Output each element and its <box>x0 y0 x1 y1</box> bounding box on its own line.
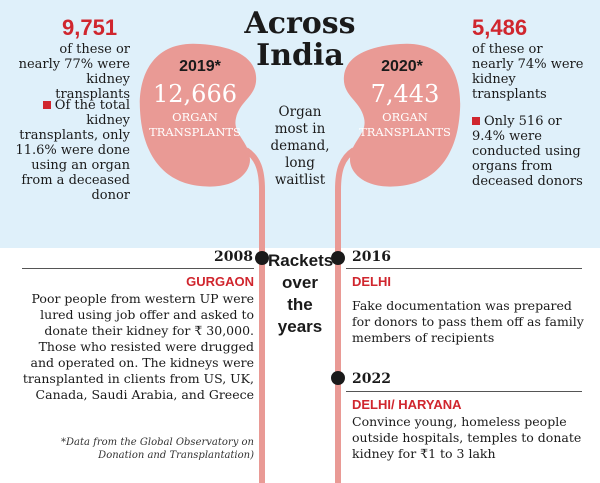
left-kidney-label-line-1: ORGAN <box>172 110 218 124</box>
rackets-line-3: years <box>277 317 323 336</box>
right-kidney-shape <box>343 43 461 187</box>
event-2022-place: DELHI/ HARYANA <box>352 397 462 412</box>
right-big-caption: of these or nearly 74% were kidney trans… <box>472 42 584 102</box>
right-bullet: Only 516 or 9.4% were conducted using or… <box>472 114 588 189</box>
timeline-dot-2008 <box>255 251 269 265</box>
rackets-heading: Rackets over the years <box>268 250 334 338</box>
left-big-number: 9,751 <box>62 15 118 40</box>
event-2016-place: DELHI <box>352 274 391 289</box>
event-2022-year: 2022 <box>352 371 391 387</box>
left-kidney-label-line-2: TRANSPLANTS <box>149 125 241 139</box>
left-kidney-label: ORGAN TRANSPLANTS <box>140 110 250 140</box>
right-bullet-text: Only 516 or 9.4% were conducted using or… <box>472 114 583 189</box>
event-2008-text: Poor people from western UP were lured u… <box>22 291 254 402</box>
timeline-dot-2016 <box>331 251 345 265</box>
footnote: *Data from the Global Observatory on Don… <box>61 437 254 461</box>
left-ureter <box>244 147 265 483</box>
event-2016-text: Fake documentation was prepared for dono… <box>352 298 584 345</box>
event-2008-year: 2008 <box>214 249 253 265</box>
event-2016-rule <box>346 268 582 269</box>
title-line-2: India <box>256 38 344 73</box>
rackets-line-1: Rackets <box>268 251 334 270</box>
center-text: Organ most in demand, long waitlist <box>270 104 330 188</box>
left-bullet-square <box>42 101 51 109</box>
rackets-line-2: over the <box>282 273 318 314</box>
left-big-caption: of these or nearly 77% were kidney trans… <box>18 42 130 102</box>
event-2008-rule <box>22 268 254 269</box>
left-kidney-number: 12,666 <box>153 80 237 108</box>
title-line-1: Across <box>244 6 356 41</box>
right-ureter <box>335 147 356 483</box>
right-big-number: 5,486 <box>472 15 528 40</box>
left-kidney-year: 2019* <box>179 58 221 75</box>
event-2008-place: GURGAON <box>186 274 254 289</box>
left-bullet-text: Of the total kidney transplants, only 11… <box>15 98 130 203</box>
event-2016-year: 2016 <box>352 249 391 265</box>
left-bullet: Of the total kidney transplants, only 11… <box>14 98 130 203</box>
event-2022-rule <box>346 391 582 392</box>
timeline-dot-2022 <box>331 371 345 385</box>
left-kidney-shape <box>139 43 257 187</box>
right-kidney-label-line-2: TRANSPLANTS <box>359 125 451 139</box>
right-kidney-number: 7,443 <box>370 80 440 108</box>
event-2022-text: Convince young, homeless people outside … <box>352 414 582 461</box>
page-title: Across India <box>240 8 360 72</box>
top-background-band <box>0 0 600 248</box>
right-kidney-label: ORGAN TRANSPLANTS <box>350 110 460 140</box>
right-bullet-square <box>472 117 480 125</box>
right-kidney-year: 2020* <box>381 58 423 75</box>
right-kidney-label-line-1: ORGAN <box>382 110 428 124</box>
